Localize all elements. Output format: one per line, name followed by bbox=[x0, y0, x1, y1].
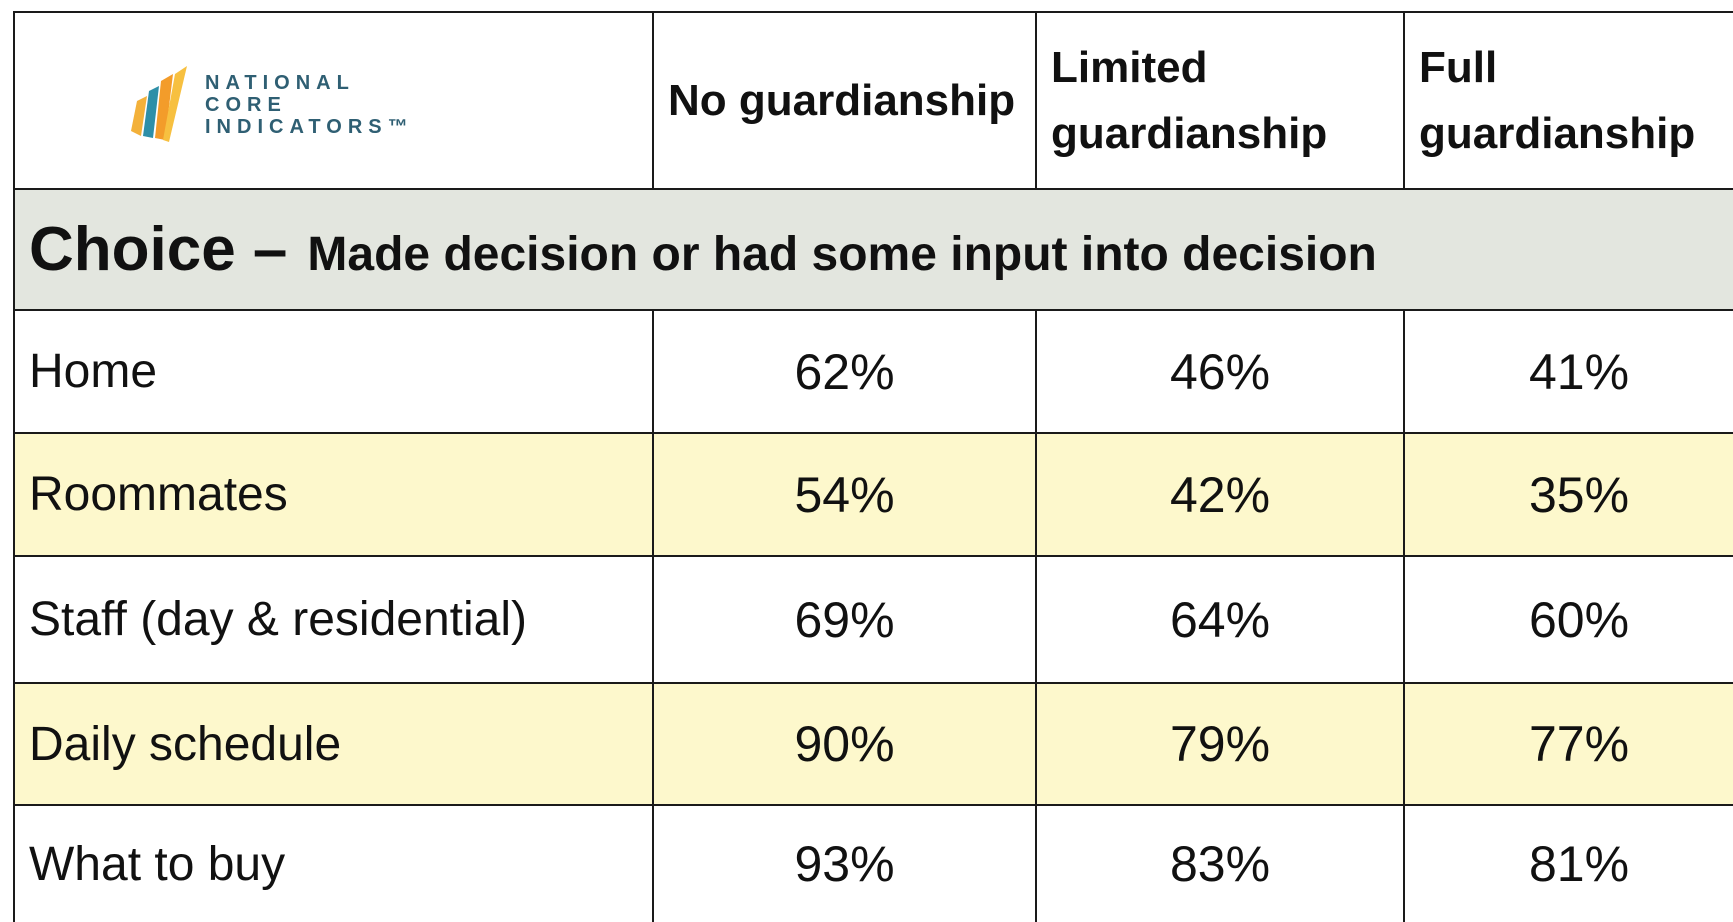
value-cell: 93% bbox=[652, 804, 1037, 922]
value-cell: 54% bbox=[652, 432, 1037, 557]
logo-bar bbox=[131, 95, 147, 136]
value-cell: 90% bbox=[652, 682, 1037, 806]
value-cell: 35% bbox=[1403, 432, 1733, 557]
column-header: No guardianship bbox=[652, 11, 1037, 190]
data-row: What to buy 93% 83% 81% bbox=[13, 804, 1733, 922]
value-cell: 69% bbox=[652, 555, 1037, 684]
section-title: Choice – bbox=[29, 215, 288, 284]
value-cell: 79% bbox=[1035, 682, 1405, 806]
value-cell: 60% bbox=[1403, 555, 1733, 684]
logo-line: NATIONAL bbox=[205, 72, 355, 94]
data-table: NATIONAL CORE INDICATORS™ No guardianshi… bbox=[13, 11, 1733, 922]
data-row: Daily schedule 90% 79% 77% bbox=[13, 682, 1733, 806]
row-label: Daily schedule bbox=[13, 682, 654, 806]
header-row: NATIONAL CORE INDICATORS™ No guardianshi… bbox=[13, 11, 1733, 190]
logo-bar bbox=[143, 85, 159, 138]
data-row: Home 62% 46% 41% bbox=[13, 309, 1733, 434]
row-label: Home bbox=[13, 309, 654, 434]
value-cell: 77% bbox=[1403, 682, 1733, 806]
value-cell: 83% bbox=[1035, 804, 1405, 922]
value-cell: 46% bbox=[1035, 309, 1405, 434]
logo-bar bbox=[163, 65, 187, 142]
data-row: Staff (day & residential) 69% 64% 60% bbox=[13, 555, 1733, 684]
section-cell: Choice – Made decision or had some input … bbox=[13, 188, 1733, 311]
value-cell: 62% bbox=[652, 309, 1037, 434]
row-label: What to buy bbox=[13, 804, 654, 922]
value-cell: 81% bbox=[1403, 804, 1733, 922]
column-header: Full guardianship bbox=[1403, 11, 1733, 190]
row-label: Staff (day & residential) bbox=[13, 555, 654, 684]
value-cell: 42% bbox=[1035, 432, 1405, 557]
section-subtitle: Made decision or had some input into dec… bbox=[307, 228, 1377, 281]
logo-cell: NATIONAL CORE INDICATORS™ bbox=[13, 11, 654, 190]
logo-line: CORE bbox=[205, 94, 287, 116]
row-label: Roommates bbox=[13, 432, 654, 557]
logo: NATIONAL CORE INDICATORS™ bbox=[131, 65, 414, 142]
value-cell: 64% bbox=[1035, 555, 1405, 684]
logo-line: INDICATORS™ bbox=[205, 116, 414, 138]
logo-bar bbox=[155, 73, 173, 140]
value-cell: 41% bbox=[1403, 309, 1733, 434]
column-header: Limited guardianship bbox=[1035, 11, 1405, 190]
section-row: Choice – Made decision or had some input … bbox=[13, 188, 1733, 311]
data-row: Roommates 54% 42% 35% bbox=[13, 432, 1733, 557]
